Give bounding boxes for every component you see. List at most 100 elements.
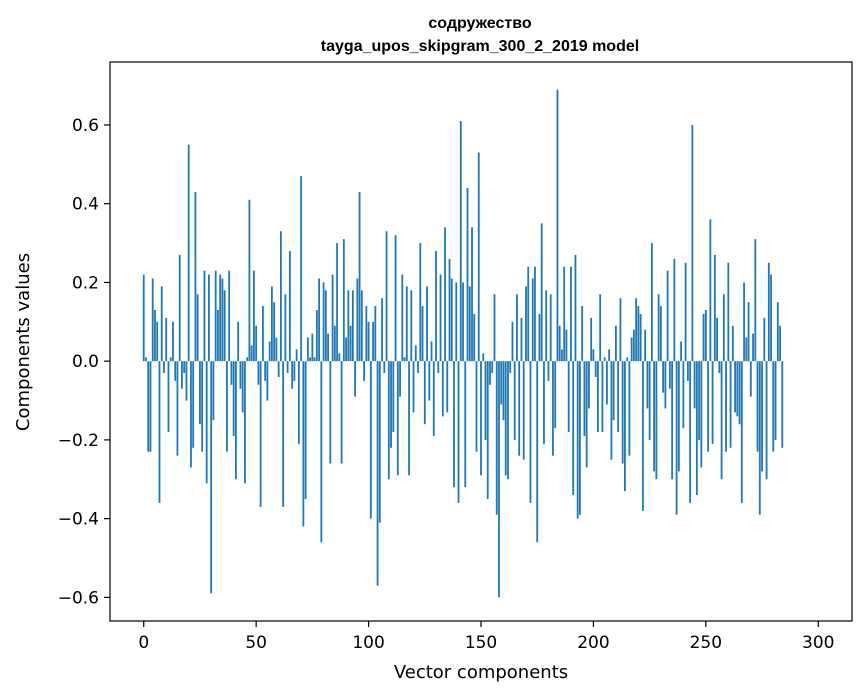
- bar-125: [423, 361, 426, 425]
- bar-184: [556, 89, 559, 362]
- bar-262: [731, 325, 734, 362]
- bar-87: [338, 353, 341, 362]
- bar-239: [680, 341, 683, 362]
- bar-209: [612, 361, 615, 421]
- bar-278: [767, 262, 770, 362]
- bar-21: [190, 361, 192, 468]
- bar-98: [363, 361, 365, 381]
- bar-86: [336, 243, 338, 362]
- bars-group: [142, 89, 784, 598]
- bar-157: [495, 361, 498, 515]
- bar-181: [549, 294, 552, 362]
- bar-204: [601, 361, 604, 433]
- bar-151: [482, 353, 485, 362]
- bar-250: [704, 310, 707, 362]
- x-axis-label: Vector components: [394, 662, 568, 683]
- bar-89: [342, 239, 345, 362]
- bar-41: [235, 361, 237, 480]
- bar-139: [455, 282, 458, 362]
- bar-81: [324, 290, 327, 362]
- bar-179: [545, 290, 548, 362]
- bar-143: [464, 361, 467, 488]
- bar-259: [725, 361, 727, 452]
- bar-158: [498, 361, 500, 598]
- bar-127: [428, 361, 431, 401]
- bar-46: [246, 357, 249, 362]
- bar-248: [700, 361, 703, 468]
- bar-128: [430, 341, 433, 362]
- bar-57: [270, 286, 273, 362]
- bar-170: [525, 286, 527, 362]
- bar-23: [194, 191, 197, 362]
- bar-202: [597, 361, 599, 433]
- bar-266: [740, 361, 743, 503]
- bar-153: [486, 361, 489, 499]
- bar-82: [327, 333, 329, 362]
- bar-147: [473, 313, 476, 362]
- bar-280: [772, 361, 775, 452]
- bar-210: [615, 325, 617, 362]
- bar-61: [279, 231, 282, 362]
- bar-238: [677, 361, 680, 472]
- bar-284: [781, 361, 784, 448]
- bar-134: [444, 227, 446, 362]
- bar-17: [181, 361, 183, 389]
- bar-25: [199, 361, 201, 425]
- bar-173: [531, 278, 534, 362]
- bar-56: [268, 341, 271, 362]
- bar-217: [630, 337, 633, 362]
- bar-234: [668, 361, 671, 389]
- bar-45: [244, 361, 246, 484]
- chart-subtitle: tayga_upos_skipgram_300_2_2019 model: [321, 38, 639, 55]
- x-tick-label: 100: [352, 633, 384, 653]
- bar-116: [403, 357, 406, 362]
- bar-106: [381, 298, 383, 362]
- y-tick-label: 0.6: [72, 116, 99, 136]
- x-tick-label: 150: [465, 633, 497, 653]
- bar-38: [228, 270, 231, 362]
- bar-235: [671, 361, 674, 480]
- y-tick-label: −0.2: [58, 431, 99, 451]
- bar-270: [749, 361, 752, 397]
- bar-70: [300, 176, 303, 362]
- bar-144: [466, 187, 469, 362]
- bar-76: [313, 357, 316, 362]
- bar-60: [277, 361, 280, 377]
- bar-20: [187, 144, 190, 362]
- y-tick-label: 0.4: [72, 195, 99, 215]
- bar-274: [758, 361, 761, 515]
- bar-182: [552, 361, 554, 456]
- bar-85: [333, 325, 336, 362]
- bar-94: [354, 361, 356, 397]
- bar-279: [770, 274, 772, 362]
- bar-168: [520, 317, 523, 362]
- bar-55: [266, 361, 269, 401]
- bar-200: [592, 349, 595, 362]
- bar-165: [513, 361, 516, 440]
- bar-3: [149, 361, 152, 452]
- bar-256: [718, 361, 721, 373]
- bar-19: [185, 361, 188, 401]
- bar-91: [347, 290, 350, 362]
- bar-141: [459, 121, 462, 362]
- bar-227: [653, 361, 656, 472]
- bar-229: [657, 294, 660, 362]
- bar-42: [237, 321, 240, 362]
- bar-26: [201, 361, 204, 452]
- bar-152: [484, 361, 487, 440]
- x-tick-label: 300: [802, 633, 834, 653]
- bar-223: [644, 329, 647, 362]
- bar-245: [693, 361, 696, 409]
- bar-187: [563, 266, 566, 362]
- bar-142: [462, 282, 464, 362]
- bar-177: [540, 223, 543, 362]
- bar-50: [255, 325, 258, 362]
- bar-207: [608, 349, 611, 362]
- bar-178: [543, 361, 545, 444]
- bar-66: [291, 361, 294, 389]
- bar-62: [282, 361, 285, 507]
- bar-198: [588, 361, 590, 409]
- bar-67: [293, 361, 296, 381]
- bar-264: [736, 361, 739, 417]
